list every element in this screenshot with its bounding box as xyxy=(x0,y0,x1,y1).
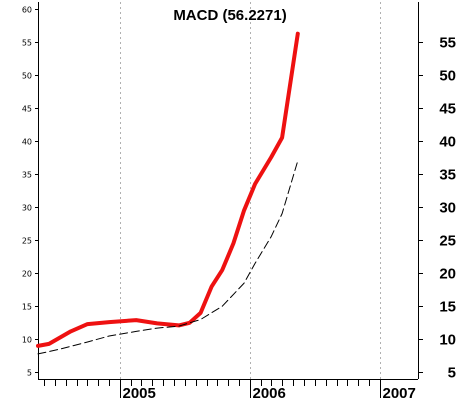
left-y-tick-label: 40 xyxy=(22,138,32,147)
left-y-tick-label: 35 xyxy=(22,171,32,180)
right-y-tick-label: 35 xyxy=(439,167,456,184)
left-y-tick-label: 10 xyxy=(22,336,32,345)
left-y-tick-label: 25 xyxy=(22,237,32,246)
right-y-tick-label: 40 xyxy=(439,134,456,151)
left-y-tick-label: 15 xyxy=(22,303,32,312)
right-y-tick-label: 55 xyxy=(439,35,456,52)
chart-axes: 2005 2006 2007 5 10 15 20 25 30 35 40 45 50 55 60 5 10 15… xyxy=(22,2,456,402)
x-tick-label: 2006 xyxy=(253,385,286,402)
x-tick-label: 2005 xyxy=(123,385,156,402)
signal-line xyxy=(37,160,299,355)
left-y-tick-label: 20 xyxy=(22,270,32,279)
left-y-tick-label: 5 xyxy=(27,369,32,378)
chart-title: MACD (56.2271) xyxy=(173,7,286,24)
left-y-tick-label: 30 xyxy=(22,204,32,213)
left-y-tick-label: 45 xyxy=(22,105,32,114)
series-lines xyxy=(36,31,300,355)
right-y-tick-label: 5 xyxy=(448,365,456,382)
right-y-tick-label: 50 xyxy=(439,68,456,85)
macd-line xyxy=(36,31,300,348)
right-y-tick-label: 45 xyxy=(439,101,456,118)
right-y-tick-label: 25 xyxy=(439,233,456,250)
right-y-tick-label: 15 xyxy=(439,299,456,316)
left-y-tick-label: 60 xyxy=(22,6,32,15)
x-tick-label: 2007 xyxy=(383,385,416,402)
right-y-tick-label: 20 xyxy=(439,266,456,283)
right-y-tick-label: 30 xyxy=(439,200,456,217)
right-y-tick-label: 10 xyxy=(439,332,456,349)
left-y-tick-label: 50 xyxy=(22,72,32,81)
left-y-tick-label: 55 xyxy=(22,39,32,48)
